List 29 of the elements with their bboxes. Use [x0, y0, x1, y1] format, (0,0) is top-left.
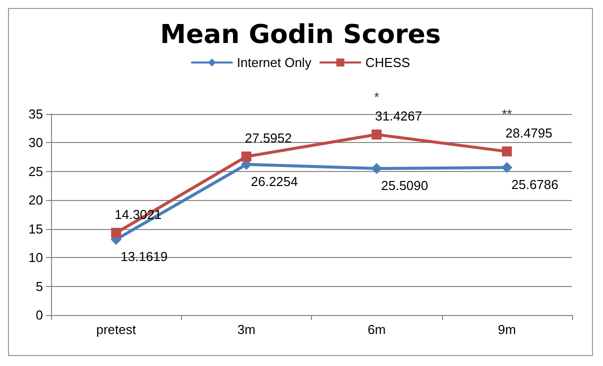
legend-label: Internet Only: [236, 55, 312, 70]
data-label: 25.5090: [381, 178, 428, 194]
x-tick-label: pretest: [96, 322, 136, 337]
annotation: **: [502, 106, 512, 122]
y-tick-label: 35: [28, 106, 43, 122]
legend-label: CHESS: [365, 55, 410, 70]
y-tick-label: 10: [28, 250, 43, 266]
y-tick-label: 30: [28, 135, 43, 150]
annotation: *: [374, 90, 380, 105]
point: [372, 130, 382, 140]
y-tick-label: 15: [28, 221, 43, 236]
data-label: 28.4795: [505, 125, 552, 140]
y-tick-label: 20: [28, 192, 43, 208]
x-tick-label: 9m: [498, 322, 516, 337]
data-label: 25.6786: [511, 177, 558, 192]
point: [111, 228, 122, 238]
chart-title: Mean Godin Scores: [160, 20, 441, 50]
point: [501, 162, 512, 174]
x-tick-label: 6m: [368, 322, 386, 337]
point: [241, 152, 252, 162]
y-tick-label: 25: [28, 164, 43, 179]
y-tick-label: 5: [36, 278, 43, 294]
data-label: 31.4267: [375, 108, 422, 124]
point: [502, 146, 512, 156]
data-label: 13.1619: [120, 248, 168, 264]
data-label: 27.5952: [244, 130, 292, 146]
x-tick-label: 3m: [237, 322, 256, 337]
y-tick-label: 0: [36, 308, 43, 322]
data-label: 26.2254: [250, 174, 298, 189]
